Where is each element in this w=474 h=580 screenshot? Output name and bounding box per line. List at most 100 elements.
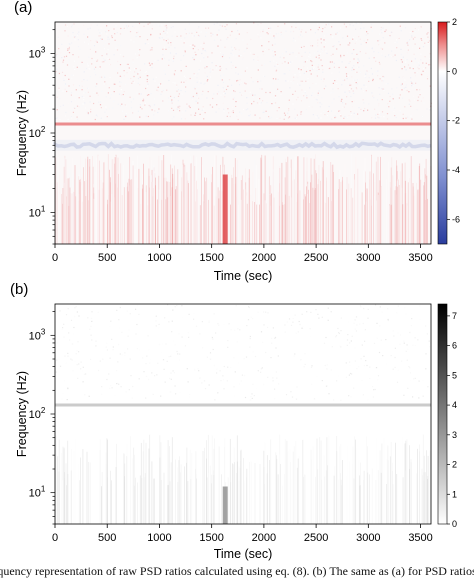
- heatmap-cell: [244, 396, 247, 399]
- heatmap-cell: [424, 71, 427, 73]
- heatmap-cell: [379, 78, 381, 80]
- heatmap-cell: [286, 321, 288, 323]
- heatmap-cell: [137, 82, 139, 84]
- heatmap-streak: [406, 439, 408, 524]
- heatmap-cell: [194, 74, 196, 76]
- heatmap-cell: [378, 33, 380, 35]
- heatmap-cell: [104, 59, 106, 61]
- heatmap-cell: [304, 51, 306, 53]
- heatmap-streak: [99, 450, 101, 524]
- heatmap-cell: [360, 306, 362, 308]
- heatmap-cell: [271, 337, 273, 339]
- heatmap-cell: [55, 71, 57, 73]
- heatmap-cell: [162, 343, 164, 345]
- heatmap-cell: [373, 51, 375, 53]
- heatmap-cell: [178, 27, 180, 29]
- heatmap-streak: [220, 165, 222, 244]
- heatmap-cell: [406, 52, 408, 54]
- heatmap-cell: [243, 50, 246, 52]
- heatmap-cell: [154, 60, 156, 62]
- heatmap-cell: [354, 360, 356, 362]
- heatmap-cell: [135, 333, 137, 335]
- heatmap-cell: [353, 65, 355, 67]
- colorbar-tick-label: 1: [452, 489, 457, 499]
- heatmap-cell: [158, 327, 160, 329]
- heatmap-cell: [313, 66, 315, 68]
- heatmap-cell: [257, 370, 259, 372]
- heatmap-cell: [408, 366, 410, 368]
- heatmap-cell: [182, 111, 184, 113]
- heatmap-cell: [407, 387, 409, 389]
- heatmap-streak: [124, 463, 126, 524]
- heatmap-cell: [197, 73, 199, 75]
- heatmap-cell: [336, 32, 338, 34]
- heatmap-streak: [424, 472, 426, 524]
- heatmap-cell: [271, 103, 273, 105]
- heatmap-cell: [127, 63, 129, 65]
- heatmap-cell: [301, 80, 304, 82]
- heatmap-cell: [255, 100, 257, 102]
- heatmap-cell: [70, 358, 72, 360]
- heatmap-cell: [220, 67, 222, 70]
- heatmap-cell: [233, 97, 235, 99]
- heatmap-cell: [251, 393, 253, 395]
- heatmap-cell: [101, 39, 103, 41]
- heatmap-cell: [217, 323, 219, 325]
- heatmap-cell: [86, 79, 88, 81]
- heatmap-cell: [314, 35, 316, 37]
- heatmap-cell: [362, 99, 364, 101]
- heatmap-cell: [197, 34, 200, 36]
- heatmap-streak: [410, 156, 412, 244]
- heatmap-cell: [167, 97, 170, 99]
- heatmap-cell: [234, 90, 236, 93]
- heatmap-cell: [382, 88, 384, 90]
- heatmap-cell: [269, 117, 271, 119]
- heatmap-cell: [173, 340, 175, 342]
- heatmap-cell: [128, 63, 130, 65]
- heatmap-streak: [145, 192, 147, 244]
- heatmap-cell: [365, 52, 367, 54]
- heatmap-cell: [165, 26, 167, 28]
- heatmap-cell: [356, 53, 358, 55]
- heatmap-streak: [189, 449, 191, 524]
- heatmap-cell: [348, 62, 350, 64]
- heatmap-streak: [392, 175, 394, 244]
- heatmap-cell: [173, 55, 175, 57]
- heatmap-cell: [90, 317, 93, 319]
- heatmap-cell: [148, 349, 150, 351]
- heatmap-cell: [64, 24, 67, 26]
- heatmap-cell: [137, 73, 139, 75]
- heatmap-streak: [104, 161, 106, 244]
- heatmap-cell: [235, 72, 237, 74]
- heatmap-streak: [58, 156, 59, 244]
- heatmap-cell: [111, 35, 113, 37]
- heatmap-cell: [349, 91, 351, 93]
- heatmap-streak: [93, 198, 95, 244]
- heatmap-cell: [156, 89, 158, 91]
- heatmap-cell: [117, 44, 119, 46]
- heatmap-cell: [391, 88, 393, 90]
- heatmap-cell: [106, 33, 108, 35]
- heatmap-streak: [190, 479, 192, 524]
- heatmap-horizontal-line: [55, 122, 431, 126]
- heatmap-cell: [306, 311, 308, 313]
- heatmap-streak: [143, 163, 144, 244]
- heatmap-cell: [290, 391, 292, 393]
- heatmap-cell: [411, 318, 413, 320]
- heatmap-cell: [242, 57, 244, 59]
- heatmap-cell: [142, 71, 144, 73]
- heatmap-streak: [405, 470, 406, 524]
- heatmap-streak: [186, 447, 188, 524]
- x-tick-label: 1000: [147, 252, 171, 264]
- heatmap-cell: [330, 311, 332, 313]
- heatmap-cell: [272, 78, 274, 80]
- heatmap-streak: [63, 448, 65, 524]
- heatmap-cell: [418, 68, 420, 70]
- heatmap-cell: [250, 77, 252, 79]
- heatmap-streak: [178, 460, 180, 524]
- heatmap-cell: [282, 36, 284, 38]
- heatmap-cell: [60, 105, 62, 107]
- heatmap-streak: [177, 467, 178, 524]
- heatmap-cell: [224, 26, 226, 28]
- heatmap-cell: [317, 102, 319, 104]
